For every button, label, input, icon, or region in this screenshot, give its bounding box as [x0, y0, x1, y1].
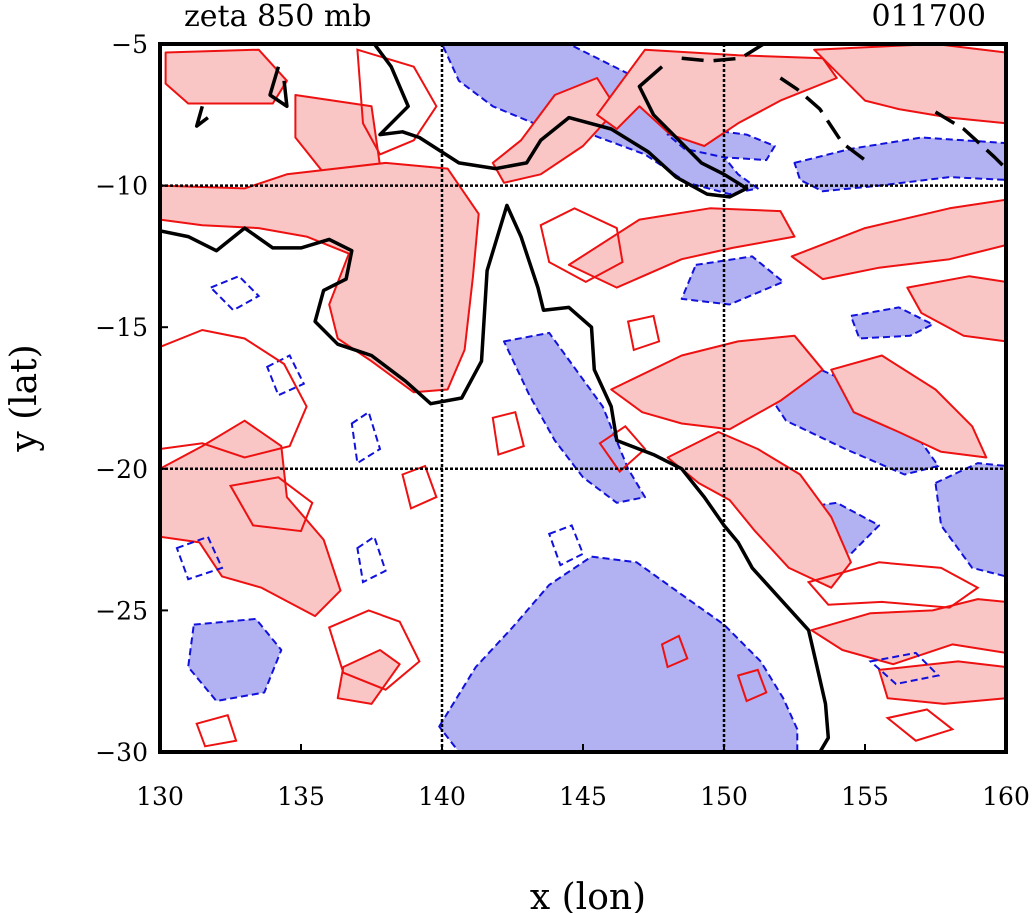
positive-contour-10 [736, 668, 768, 703]
coastline-1 [372, 44, 749, 199]
negative-region-2 [793, 136, 1006, 193]
y-tick-labels: −5 −10 −15 −20 −25 −30 [95, 30, 148, 767]
positive-contour-4 [327, 609, 421, 691]
chart-subtitle: 011700 [871, 0, 986, 34]
coastline-4 [681, 44, 765, 63]
positive-region-10 [906, 275, 1006, 343]
y-tick-label-30: −30 [95, 738, 148, 767]
positive-contour-9 [660, 634, 689, 669]
positive-contour-2 [539, 207, 624, 284]
positive-contour-13 [626, 314, 661, 352]
plot-area [160, 44, 1006, 752]
x-tick-label-130: 130 [136, 782, 184, 811]
coastline-6 [934, 110, 1006, 170]
positive-region-13 [830, 354, 988, 459]
negative-region-10 [934, 462, 1006, 578]
negative-region-6 [187, 617, 283, 702]
coastline-2 [268, 66, 289, 109]
x-tick-labels: 130 135 140 145 150 155 160 [136, 782, 1030, 811]
coastline-3 [194, 105, 209, 128]
y-tick-label-10: −10 [95, 172, 148, 201]
negative-contour-4 [356, 535, 387, 584]
negative-contour-3 [547, 524, 585, 567]
negative-region-9 [849, 306, 934, 340]
x-tick-label-145: 145 [559, 782, 607, 811]
positive-region-11 [610, 334, 824, 431]
positive-region-0 [164, 48, 288, 105]
positive-contour-8 [806, 561, 980, 609]
coastline-0 [160, 203, 831, 752]
chart-title: zeta 850 mb [184, 0, 372, 34]
x-tick-label-155: 155 [841, 782, 889, 811]
positive-contour-11 [885, 708, 955, 742]
positive-region-12 [666, 431, 852, 589]
positive-region-8 [567, 207, 796, 289]
positive-vorticity-contours [160, 48, 980, 748]
positive-contour-0 [160, 328, 308, 459]
negative-vorticity-contours [175, 275, 941, 686]
positive-region-2 [160, 161, 480, 394]
negative-contour-6 [175, 535, 224, 581]
positive-region-14 [810, 598, 1006, 666]
y-tick-label-25: −25 [95, 596, 148, 625]
coastlines [160, 44, 1006, 752]
y-tick-label-5: −5 [111, 30, 148, 59]
x-tick-label-150: 150 [700, 782, 748, 811]
positive-region-4 [336, 649, 401, 705]
negative-contour-2 [350, 410, 382, 465]
negative-region-4 [503, 331, 646, 504]
positive-region-7 [813, 44, 1006, 125]
positive-contour-1 [356, 48, 438, 156]
negative-contour-1 [265, 354, 306, 397]
gridlines [160, 44, 1006, 752]
positive-contour-3 [228, 476, 314, 533]
axis-ticks [159, 43, 1007, 753]
positive-vorticity-fills [160, 44, 1006, 705]
positive-contour-12 [195, 713, 238, 748]
negative-region-7 [680, 255, 785, 306]
positive-region-9 [790, 198, 1006, 281]
x-tick-label-135: 135 [277, 782, 325, 811]
x-tick-label-140: 140 [418, 782, 466, 811]
y-tick-label-15: −15 [95, 313, 148, 342]
positive-contour-6 [491, 410, 525, 456]
negative-region-5 [438, 555, 799, 752]
negative-contour-0 [209, 275, 261, 312]
negative-region-8 [756, 365, 940, 476]
x-tick-label-160: 160 [982, 782, 1030, 811]
positive-region-15 [878, 660, 1006, 705]
y-axis-label: y (lat) [4, 344, 45, 452]
positive-region-6 [596, 48, 838, 147]
y-tick-label-20: −20 [95, 455, 148, 484]
coastline-5 [779, 76, 867, 162]
negative-contour-5 [868, 651, 941, 686]
x-axis-label: x (lon) [530, 877, 646, 913]
